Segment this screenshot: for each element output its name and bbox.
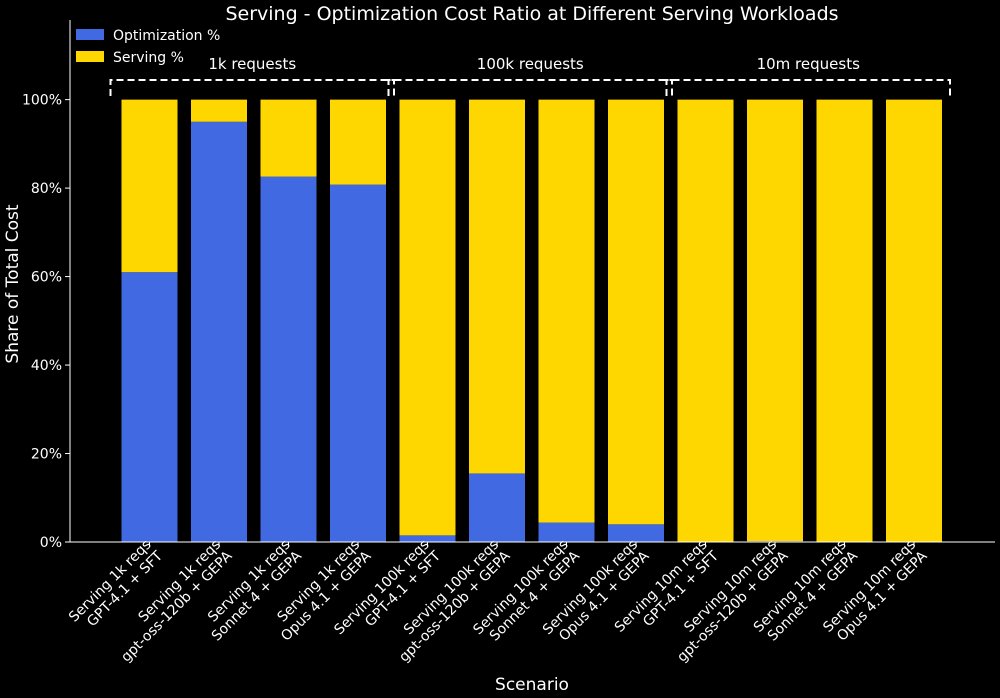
chart-title: Serving - Optimization Cost Ratio at Dif… [225, 3, 838, 25]
group-brackets: 1k requests 100k requests 10m requests [109, 55, 951, 96]
legend-label: Serving % [113, 50, 184, 66]
y-tick-label: 20% [31, 447, 62, 463]
bar-optimization-6 [538, 522, 595, 542]
bar-optimization-0 [121, 272, 178, 542]
y-axis-label: Share of Total Cost [3, 204, 23, 363]
bar-serving-0 [121, 99, 178, 273]
bar-optimization-5 [469, 473, 525, 542]
bar-serving-3 [330, 99, 386, 185]
bars [121, 99, 942, 543]
group-label: 100k requests [477, 55, 584, 73]
bar-serving-7 [608, 99, 664, 525]
y-tick-label: 100% [22, 93, 62, 109]
group-label: 10m requests [757, 55, 860, 73]
legend-swatch [76, 51, 104, 62]
bar-optimization-7 [608, 524, 664, 542]
bar-serving-4 [399, 99, 456, 536]
y-ticks: 0% 20% 40% 60% 80% 100% [22, 93, 70, 551]
bar-serving-9 [747, 99, 803, 542]
x-axis-label: Scenario [495, 675, 569, 695]
group-bracket-1 [387, 79, 673, 96]
bar-serving-6 [538, 99, 595, 523]
y-tick-label: 60% [31, 270, 62, 286]
bar-serving-8 [677, 99, 734, 542]
legend: Optimization % Serving % [76, 28, 220, 66]
bar-serving-1 [191, 99, 247, 122]
bar-serving-11 [886, 99, 942, 542]
bar-serving-10 [816, 99, 873, 542]
group-bracket-0 [109, 79, 395, 96]
bar-optimization-1 [191, 121, 247, 543]
bar-optimization-3 [330, 184, 386, 542]
axes [69, 20, 995, 543]
group-label: 1k requests [208, 55, 296, 73]
bar-serving-2 [260, 99, 317, 177]
group-bracket-2 [665, 79, 951, 96]
bar-optimization-2 [260, 176, 317, 542]
y-tick-label: 0% [40, 535, 62, 551]
legend-swatch [76, 29, 104, 40]
bar-optimization-4 [399, 535, 456, 542]
y-tick-label: 80% [31, 181, 62, 197]
legend-label: Optimization % [113, 28, 220, 44]
bar-serving-5 [469, 99, 525, 474]
y-tick-label: 40% [31, 358, 62, 374]
